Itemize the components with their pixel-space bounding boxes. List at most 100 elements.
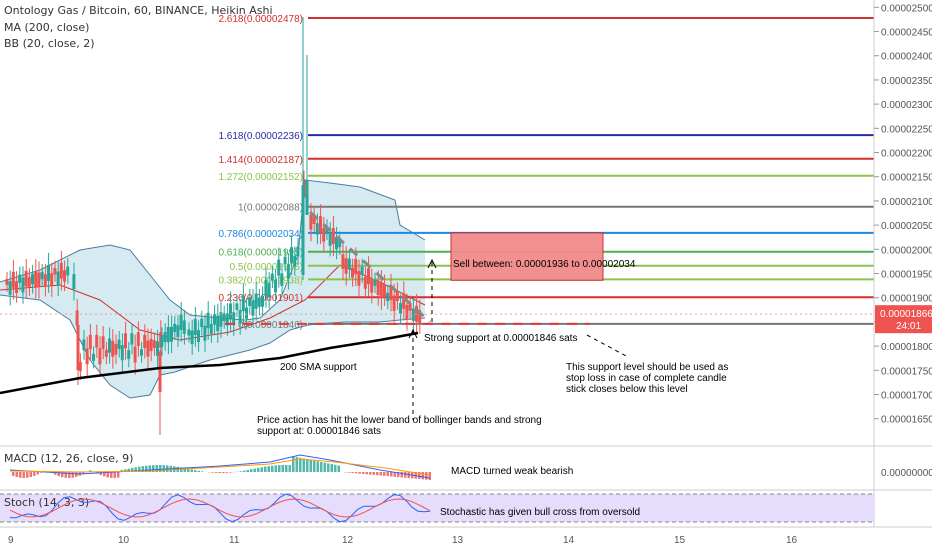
candle [402,293,406,309]
price-tick-label: 0.00001700 [881,391,932,402]
candle [383,284,386,297]
macd-histogram-bar [117,472,120,478]
macd-histogram-bar [19,472,22,478]
macd-histogram-bar [138,466,141,472]
bollinger-upper-band [0,179,426,321]
candle [166,326,170,343]
candle [203,325,207,341]
fib-level-label: 1.272(0.00002152) [218,172,303,183]
candle [229,303,232,320]
macd-histogram-bar [421,472,424,480]
candle [357,271,361,286]
candle [322,227,326,242]
macd-axis-value: 0.00000000 [881,468,932,479]
candle [40,271,44,280]
candle [301,185,305,275]
candle [170,326,173,342]
candle [63,270,66,282]
time-tick-label: 12 [342,535,354,546]
candle [341,254,345,269]
candle [160,336,164,347]
candle [286,264,290,279]
candle [373,279,377,286]
candle [66,266,70,276]
macd-histogram-bar [68,472,71,478]
stoch-d-line [9,498,431,518]
sell-zone-box [450,232,604,281]
candle [225,313,229,326]
candle [261,295,264,307]
macd-histogram-bar [260,467,263,472]
candle [405,304,409,320]
candle [53,267,57,275]
bollinger-note: support at: 0.00001846 sats [257,426,381,437]
candle [338,239,342,248]
candle [88,334,92,350]
candle [347,258,351,269]
macd-histogram-bar [82,472,85,475]
macd-histogram-bar [211,472,214,473]
current-price-badge [875,305,932,334]
candle [78,361,82,372]
macd-histogram-bar [383,472,386,476]
macd-histogram-bar [306,459,309,472]
candle [50,273,54,287]
macd-histogram-bar [243,470,246,472]
candle [140,349,143,356]
macd-histogram-bar [320,462,323,472]
sma-200-line [0,331,419,395]
candle [360,266,364,275]
candle [309,214,313,230]
macd-histogram-bar [131,467,134,472]
candle [389,285,393,301]
fib-level-label: 0.382(0.00001938) [218,275,303,286]
candle [319,216,322,233]
candle [136,332,140,347]
macd-histogram-bar [274,465,277,472]
candle [34,270,38,287]
macd-histogram-bar [127,468,130,472]
ma-indicator-label[interactable]: MA (200, close) [4,21,90,34]
candle [152,340,156,348]
macd-histogram-bar [61,472,64,478]
candle [18,274,22,283]
candle [21,277,25,293]
fib-level-label: 0.618(0.00001995) [218,248,303,259]
macd-histogram-bar [190,469,193,472]
macd-histogram-bar [113,472,116,478]
macd-histogram-bar [390,472,393,477]
candle [367,268,370,285]
price-tick-label: 0.00001950 [881,270,932,281]
macd-histogram-bar [187,468,190,472]
candle [280,273,284,287]
macd-histogram-bar [379,472,382,476]
macd-histogram-bar [271,465,274,472]
macd-histogram-bar [75,472,78,477]
candle [344,258,348,274]
chart-title: Ontology Gas / Bitcoin, 60, BINANCE, Hei… [4,4,273,17]
candle [24,270,28,287]
candle [257,297,261,307]
macd-histogram-bar [400,472,403,478]
bb-indicator-label[interactable]: BB (20, close, 2) [4,37,95,50]
candle [146,340,150,357]
macd-histogram-bar [351,472,354,474]
price-tick-label: 0.00002500 [881,3,932,14]
time-tick-label: 9 [8,535,14,546]
candle [376,281,380,295]
macd-histogram-bar [355,472,358,474]
candle [120,345,124,361]
price-tick-label: 0.00002250 [881,124,932,135]
fib-level-label: 1(0.00002088) [238,203,303,214]
price-tick-label: 0.00002000 [881,245,932,256]
candle [325,226,329,233]
candle [11,271,15,288]
candle [274,279,277,293]
candle [59,262,63,279]
candle [124,333,127,349]
macd-histogram-bar [285,465,288,472]
macd-histogram-bar [145,465,148,472]
macd-histogram-bar [22,472,25,478]
